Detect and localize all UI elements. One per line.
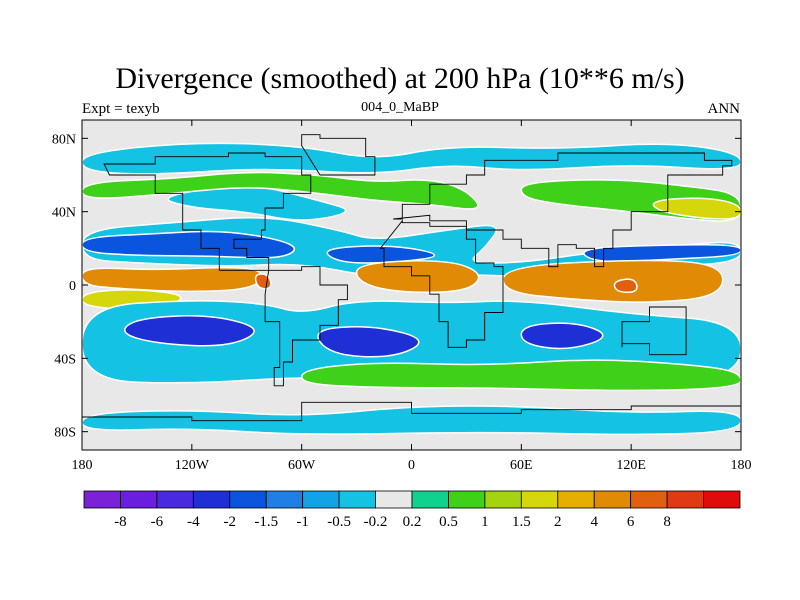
colorbar-swatch-9	[411, 490, 449, 509]
y-tick-label-0: 80N	[52, 132, 76, 147]
coastline-3	[379, 219, 504, 348]
contour-region-6	[82, 230, 295, 259]
contour-region-12	[502, 259, 724, 303]
coastline-6	[82, 401, 741, 422]
colorbar-swatch-8	[375, 490, 413, 509]
contour-region-7	[326, 245, 436, 264]
colorbar-swatch-13	[557, 490, 595, 509]
colorbar-swatch-10	[448, 490, 486, 509]
colorbar-label-13: 4	[590, 514, 598, 530]
divergence-contours	[82, 142, 741, 436]
coastline-0	[103, 152, 312, 271]
colorbar-swatch-11	[484, 490, 522, 509]
experiment-label: Expt = texyb	[82, 101, 160, 117]
colorbar-swatch-16	[666, 490, 704, 509]
colorbar-label-3: -2	[224, 514, 237, 530]
contour-region-0	[82, 142, 741, 175]
y-tick-label-2: 0	[69, 279, 76, 294]
colorbar-label-9: 0.5	[439, 514, 458, 530]
colorbar-label-0: -8	[114, 514, 127, 530]
colorbar-swatch-7	[338, 490, 376, 509]
coastline-5	[301, 134, 376, 176]
coastline-1	[264, 266, 348, 387]
colorbar-swatch-3	[192, 490, 231, 509]
y-tick-label-3: 40S	[54, 352, 76, 367]
contour-region-13	[613, 278, 638, 294]
coastlines	[82, 134, 741, 422]
colorbar-swatch-14	[593, 490, 632, 509]
contour-region-19	[300, 359, 741, 392]
y-tick-label-4: 80S	[54, 426, 76, 441]
x-tick-label-4: 60E	[510, 458, 533, 473]
x-tick-label-3: 0	[408, 458, 415, 473]
x-tick-label-5: 120E	[616, 458, 646, 473]
x-tick-label-2: 60W	[288, 458, 316, 473]
colorbar-swatch-0	[83, 490, 121, 509]
season-label: ANN	[707, 101, 741, 117]
colorbar-label-14: 6	[627, 514, 635, 530]
colorbar-label-2: -4	[187, 514, 200, 530]
contour-region-10	[254, 273, 272, 290]
coastline-2	[393, 152, 733, 268]
colorbar-swatch-17	[703, 490, 741, 509]
contour-region-11	[355, 260, 480, 294]
run-label: 004_0_MaBP	[361, 100, 439, 115]
colorbar-label-5: -1	[296, 514, 309, 530]
x-tick-label-6: 180	[731, 458, 752, 473]
colorbar-label-7: -0.2	[364, 514, 388, 530]
y-tick-label-1: 40N	[52, 206, 76, 221]
colorbar-label-12: 2	[554, 514, 562, 530]
colorbar-label-1: -6	[151, 514, 164, 530]
contour-region-17	[317, 326, 420, 358]
contour-region-16	[124, 315, 255, 347]
colorbar-label-15: 8	[663, 514, 671, 530]
contour-region-20	[82, 405, 741, 436]
contour-region-9	[82, 266, 263, 293]
chart-title: Divergence (smoothed) at 200 hPa (10**6 …	[115, 62, 685, 95]
contour-region-2	[82, 171, 479, 210]
colorbar-label-8: 0.2	[403, 514, 422, 530]
x-tick-label-1: 120W	[175, 458, 210, 473]
colorbar-swatch-12	[520, 490, 559, 509]
colorbar: -8 -6 -4 -2 -1.5 -1 -0.5 -0.2 0.2 0.5 1 1.5 2 4 6 8	[83, 490, 741, 530]
contour-region-4	[652, 197, 741, 220]
colorbar-swatch-15	[630, 490, 668, 509]
colorbar-swatch-6	[302, 490, 340, 509]
colorbar-swatch-1	[120, 490, 158, 509]
colorbar-swatch-5	[265, 490, 304, 509]
colorbar-swatch-4	[229, 490, 267, 509]
colorbar-label-10: 1	[481, 514, 489, 530]
colorbar-label-6: -0.5	[327, 514, 351, 530]
colorbar-label-11: 1.5	[512, 514, 531, 530]
axis-ticks: 180 120W 60W 0 60E 120E 180 80N 40N 0 40S 80S	[52, 120, 752, 473]
coastline-4	[621, 306, 687, 356]
colorbar-label-4: -1.5	[254, 514, 278, 530]
contour-region-18	[520, 322, 604, 350]
x-tick-label-0: 180	[72, 458, 93, 473]
colorbar-swatch-2	[156, 490, 194, 509]
